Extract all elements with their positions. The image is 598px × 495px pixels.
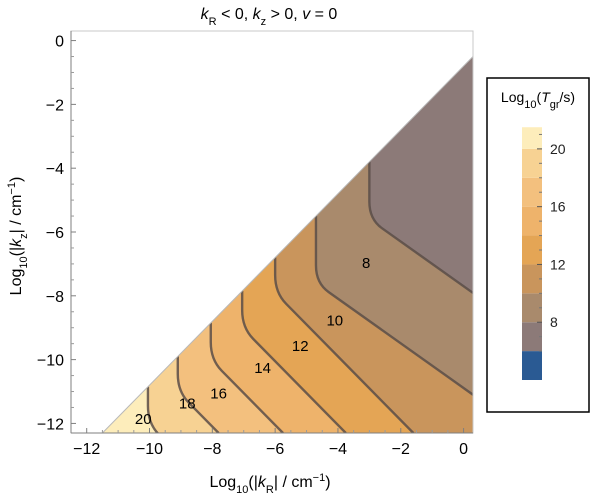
legend-ticks: 20 16 12 8 [537, 133, 566, 352]
y-tick-label: −2 [46, 97, 64, 114]
x-axis-title: Log10(|kR| / cm−1) [209, 472, 330, 495]
legend-band [522, 235, 542, 265]
legend-tick-label: 8 [550, 314, 558, 330]
contour-line-20 [146, 386, 160, 434]
contour-label: 20 [135, 411, 152, 428]
contour-labels: 8 10 12 14 16 18 20 [135, 255, 371, 428]
legend-band [522, 322, 542, 352]
legend-band [522, 177, 542, 207]
y-axis: 0 −2 −4 −6 −8 −10 −12 [37, 31, 76, 433]
plot-area: 8 10 12 14 16 18 20 [70, 30, 474, 434]
legend-title: Log10(Tgr/s) [501, 89, 575, 111]
contour-lines [146, 161, 473, 434]
legend-color-bar [522, 127, 542, 380]
x-tick-label: −6 [266, 441, 284, 458]
legend-band [522, 293, 542, 323]
contour-label: 14 [254, 360, 271, 377]
x-tick-label: 0 [459, 441, 468, 458]
y-tick-label: −10 [37, 353, 64, 370]
y-tick-label: −8 [46, 289, 64, 306]
x-tick-label: −2 [392, 441, 410, 458]
x-axis: −12 −10 −8 −6 −4 −2 0 [71, 428, 473, 458]
x-tick-label: −10 [136, 441, 163, 458]
contour-label: 10 [326, 312, 343, 329]
contour-line-10 [314, 216, 473, 396]
legend-tick-label: 12 [550, 256, 566, 272]
legend-band [522, 127, 542, 149]
chart-title: kR < 0, kz > 0, v = 0 [201, 6, 338, 28]
y-tick-label: −12 [37, 416, 64, 433]
contour-line-8 [368, 161, 473, 294]
contour-label: 12 [292, 338, 309, 355]
contour-line-12 [273, 257, 415, 434]
contour-label: 18 [179, 395, 196, 412]
contour-line-18 [176, 356, 220, 434]
y-tick-label: −6 [46, 225, 64, 242]
legend-tick-label: 16 [550, 199, 566, 215]
legend-tick-label: 20 [550, 141, 566, 157]
y-tick-label: −4 [46, 161, 64, 178]
x-tick-label: −12 [73, 441, 100, 458]
domain-boundary [102, 56, 474, 434]
contour-line-14 [240, 291, 347, 434]
legend-band [522, 264, 542, 294]
contour-line-16 [209, 322, 284, 434]
x-tick-label: −4 [329, 441, 347, 458]
legend-band [522, 351, 542, 380]
contour-label: 16 [210, 386, 227, 403]
contour-label: 8 [362, 255, 370, 272]
legend-band [522, 206, 542, 236]
legend: Log10(Tgr/s) 20 16 12 8 [486, 77, 590, 413]
x-tick-label: −8 [203, 441, 221, 458]
y-axis-title: Log10(|kz| / cm−1) [6, 177, 30, 296]
legend-band [522, 148, 542, 178]
y-tick-label: 0 [55, 34, 64, 51]
